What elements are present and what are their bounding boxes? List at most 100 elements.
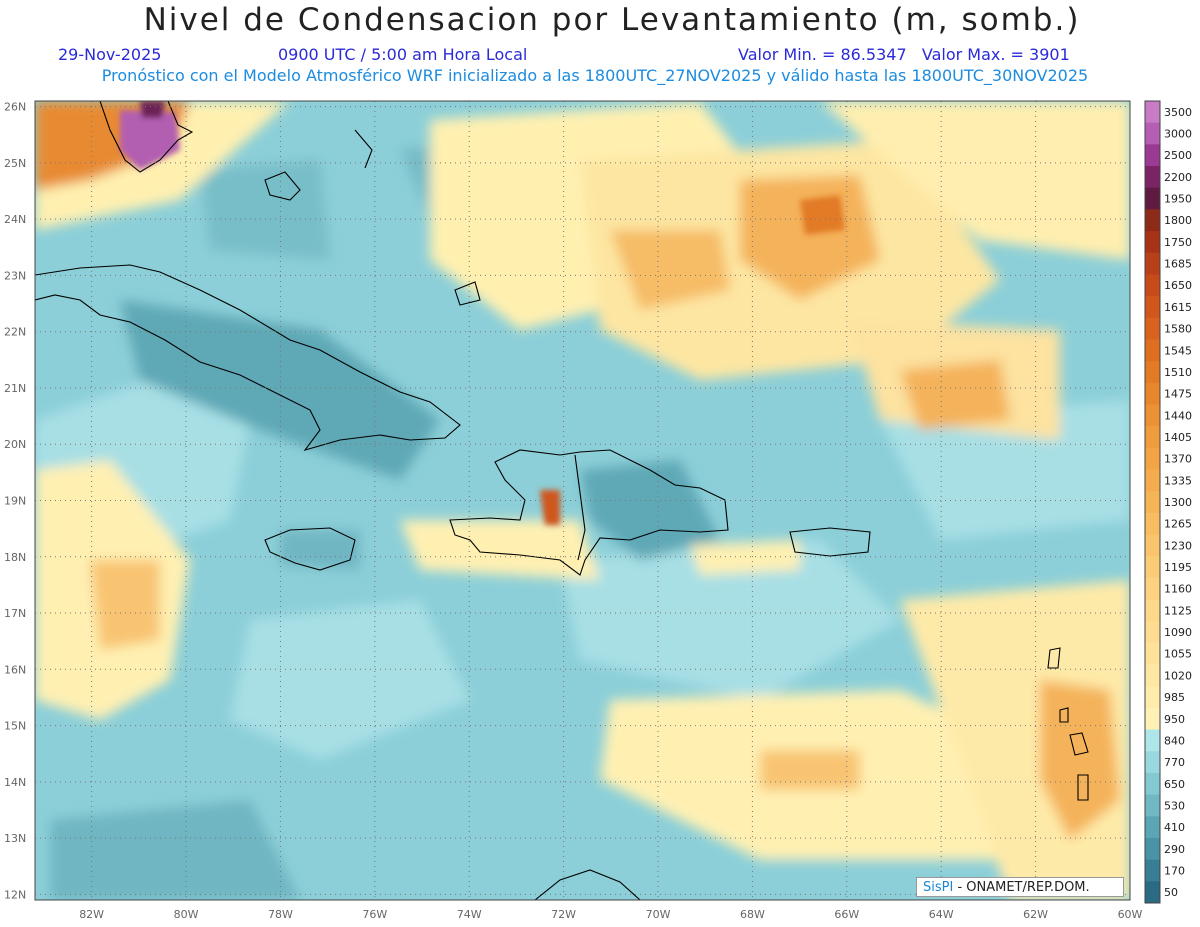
lon-label-60W: 60W bbox=[1118, 908, 1143, 921]
forecast-date: 29-Nov-2025 bbox=[58, 45, 162, 64]
colorbar-label-1195: 1195 bbox=[1164, 561, 1192, 574]
lon-label-82W: 82W bbox=[79, 908, 104, 921]
colorbar-swatch-170 bbox=[1145, 859, 1160, 882]
colorbar-swatch-1300 bbox=[1145, 491, 1160, 514]
value-min-max: Valor Min. = 86.5347 Valor Max. = 3901 bbox=[738, 45, 1070, 64]
colorbar-swatch-3500 bbox=[1145, 101, 1160, 124]
lon-label-62W: 62W bbox=[1023, 908, 1048, 921]
sispi-logo: SisPI bbox=[923, 880, 954, 895]
colorbar-swatch-1020 bbox=[1145, 664, 1160, 687]
lon-label-70W: 70W bbox=[646, 908, 671, 921]
lon-label-66W: 66W bbox=[834, 908, 859, 921]
colorbar-label-530: 530 bbox=[1164, 799, 1185, 812]
colorbar-swatch-950 bbox=[1145, 707, 1160, 731]
colorbar-label-170: 170 bbox=[1164, 864, 1185, 877]
colorbar-label-1800: 1800 bbox=[1164, 214, 1192, 227]
colorbar-label-1750: 1750 bbox=[1164, 236, 1192, 249]
colorbar-swatch-290 bbox=[1145, 837, 1160, 861]
colorbar-label-1020: 1020 bbox=[1164, 669, 1192, 682]
colorbar-label-2200: 2200 bbox=[1164, 171, 1192, 184]
colorbar-label-1615: 1615 bbox=[1164, 301, 1192, 314]
colorbar-label-290: 290 bbox=[1164, 843, 1185, 856]
colorbar-swatch-840 bbox=[1145, 729, 1160, 752]
colorbar-swatch-2200 bbox=[1145, 166, 1160, 189]
lon-label-74W: 74W bbox=[457, 908, 482, 921]
colorbar-label-840: 840 bbox=[1164, 734, 1185, 747]
colorbar-label-1265: 1265 bbox=[1164, 518, 1192, 531]
colorbar-label-1440: 1440 bbox=[1164, 409, 1192, 422]
lat-label-16N: 16N bbox=[4, 663, 26, 676]
colorbar-swatch-1475 bbox=[1145, 382, 1160, 405]
colorbar-label-1370: 1370 bbox=[1164, 453, 1192, 466]
lat-label-13N: 13N bbox=[4, 832, 26, 845]
andros-coast bbox=[264, 171, 301, 201]
colorbar-label-1160: 1160 bbox=[1164, 583, 1192, 596]
lat-label-22N: 22N bbox=[4, 326, 26, 339]
colorbar-swatch-650 bbox=[1145, 772, 1160, 796]
lat-label-19N: 19N bbox=[4, 495, 26, 508]
lat-label-15N: 15N bbox=[4, 720, 26, 733]
colorbar-swatch-1405 bbox=[1145, 426, 1160, 449]
colorbar-label-1685: 1685 bbox=[1164, 258, 1192, 271]
colorbar-swatch-1800 bbox=[1145, 209, 1160, 232]
colorbar-label-2500: 2500 bbox=[1164, 149, 1192, 162]
colorbar-frame bbox=[1144, 100, 1161, 904]
colorbar-label-1300: 1300 bbox=[1164, 496, 1192, 509]
colorbar-swatch-1335 bbox=[1145, 469, 1160, 492]
colorbar-label-1545: 1545 bbox=[1164, 344, 1192, 357]
colorbar-label-410: 410 bbox=[1164, 821, 1185, 834]
guadeloupe-coast bbox=[1047, 647, 1061, 669]
lat-label-21N: 21N bbox=[4, 382, 26, 395]
lon-label-72W: 72W bbox=[551, 908, 576, 921]
jamaica-coast bbox=[264, 527, 356, 571]
colorbar-swatch-1580 bbox=[1145, 317, 1160, 340]
lon-label-76W: 76W bbox=[362, 908, 387, 921]
colorbar-label-1230: 1230 bbox=[1164, 539, 1192, 552]
colorbar-swatch-410 bbox=[1145, 816, 1160, 839]
cuba-coast bbox=[35, 264, 461, 451]
lat-label-18N: 18N bbox=[4, 551, 26, 564]
colorbar-swatch-1685 bbox=[1145, 252, 1160, 275]
colorbar-swatch-1230 bbox=[1145, 534, 1160, 557]
colorbar-swatch-1160 bbox=[1145, 577, 1160, 601]
forecast-note: Pronóstico con el Modelo Atmosférico WRF… bbox=[101, 66, 1089, 85]
colorbar-label-1510: 1510 bbox=[1164, 366, 1192, 379]
south-america-coast bbox=[534, 869, 641, 900]
colorbar-swatch-3000 bbox=[1145, 122, 1160, 145]
st-lucia-coast bbox=[1069, 732, 1089, 756]
colorbar-swatch-1750 bbox=[1145, 231, 1160, 254]
colorbar-label-950: 950 bbox=[1164, 713, 1185, 726]
colorbar-label-1335: 1335 bbox=[1164, 474, 1192, 487]
colorbar-label-3500: 3500 bbox=[1164, 106, 1192, 119]
graticule bbox=[35, 101, 1130, 900]
colorbar-swatch-1615 bbox=[1145, 296, 1160, 319]
colorbar-swatch-1195 bbox=[1145, 556, 1160, 579]
lon-label-64W: 64W bbox=[929, 908, 954, 921]
eleuthera-coast bbox=[354, 129, 373, 169]
lat-label-17N: 17N bbox=[4, 607, 26, 620]
colorbar-label-1950: 1950 bbox=[1164, 193, 1192, 206]
haiti-dr-border bbox=[574, 454, 586, 561]
lat-label-12N: 12N bbox=[4, 888, 26, 901]
lat-label-14N: 14N bbox=[4, 776, 26, 789]
lat-label-20N: 20N bbox=[4, 438, 26, 451]
puerto-rico-coast bbox=[789, 527, 871, 557]
credit-box: SisPI - ONAMET/REP.DOM. bbox=[916, 877, 1124, 897]
colorbar-swatch-985 bbox=[1145, 686, 1160, 709]
credit-org: - ONAMET/REP.DOM. bbox=[953, 880, 1090, 895]
lcl-field bbox=[35, 101, 1130, 900]
lat-label-26N: 26N bbox=[4, 101, 26, 114]
colorbar-label-1090: 1090 bbox=[1164, 626, 1192, 639]
colorbar: 3500 3000 2500 2200 1950 1800 1750 1685 1650 1615… bbox=[1144, 100, 1192, 904]
inagua-coast bbox=[454, 281, 481, 306]
lon-label-68W: 68W bbox=[740, 908, 765, 921]
axis-labels: 26N 25N 24N 23N 22N 21N 20N 19N 18N 17N 16N 15N 14N 1… bbox=[4, 101, 1143, 921]
colorbar-label-1055: 1055 bbox=[1164, 648, 1192, 661]
colorbar-label-770: 770 bbox=[1164, 756, 1185, 769]
colorbar-swatch-1055 bbox=[1145, 642, 1160, 666]
plot-frame bbox=[34, 100, 1131, 901]
colorbar-swatch-1950 bbox=[1145, 187, 1160, 210]
colorbar-swatch-50 bbox=[1145, 881, 1160, 904]
colorbar-label-1125: 1125 bbox=[1164, 604, 1192, 617]
